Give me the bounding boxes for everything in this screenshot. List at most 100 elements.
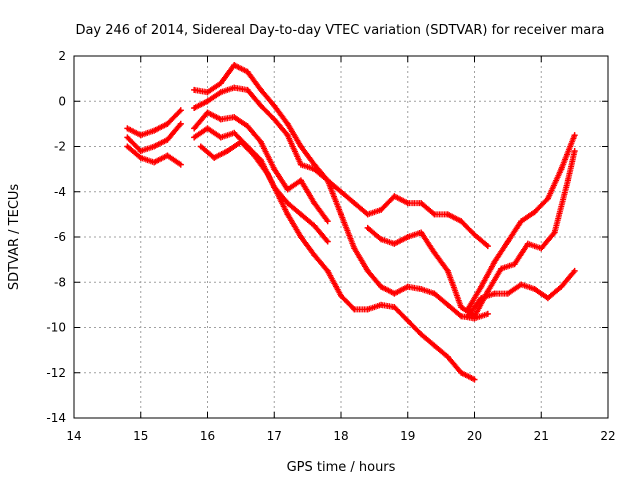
data-point xyxy=(511,261,518,268)
data-point xyxy=(404,283,411,290)
data-point xyxy=(458,369,465,376)
data-point xyxy=(558,283,565,290)
y-tick-label: -10 xyxy=(46,321,66,335)
y-tick-label: -14 xyxy=(46,411,66,425)
data-point xyxy=(338,211,344,218)
data-point xyxy=(571,132,578,139)
data-point xyxy=(444,353,451,360)
data-point xyxy=(284,186,291,193)
data-point xyxy=(504,290,511,297)
data-point xyxy=(204,98,211,105)
data-point xyxy=(458,304,465,311)
data-point xyxy=(124,134,131,141)
data-point xyxy=(378,236,385,243)
data-point xyxy=(217,89,224,96)
data-point xyxy=(471,313,478,320)
data-point xyxy=(418,229,425,236)
data-point xyxy=(471,376,478,383)
data-point xyxy=(224,148,231,155)
data-point xyxy=(418,286,425,293)
data-point xyxy=(204,109,211,116)
data-point xyxy=(478,295,485,302)
data-point xyxy=(498,265,505,272)
data-point xyxy=(297,234,304,240)
axis-ticks: 14 15 16 17 18 19 20 21 22 -14 -12 -10 -8 -6 -4 -2 0 2 xyxy=(46,49,615,443)
data-point xyxy=(558,166,565,173)
data-point xyxy=(311,166,318,173)
data-point xyxy=(257,86,264,93)
data-point xyxy=(491,290,498,297)
x-tick-label: 22 xyxy=(600,429,615,443)
x-tick-label: 16 xyxy=(200,429,215,443)
data-point xyxy=(551,229,558,236)
data-series-group xyxy=(124,62,578,383)
x-tick-label: 18 xyxy=(333,429,348,443)
data-point xyxy=(418,200,425,207)
y-tick-label: 2 xyxy=(58,49,66,63)
data-point xyxy=(177,120,184,127)
data-point xyxy=(231,62,238,69)
y-tick-label: -2 xyxy=(54,140,66,154)
data-point xyxy=(297,211,304,218)
data-point xyxy=(364,306,371,313)
data-point xyxy=(311,222,318,229)
grid-lines xyxy=(74,56,608,418)
data-point xyxy=(338,188,344,195)
data-point xyxy=(217,134,224,141)
x-tick-label: 21 xyxy=(534,429,549,443)
data-point xyxy=(324,238,331,245)
y-tick-label: -8 xyxy=(54,275,66,289)
x-tick-label: 20 xyxy=(467,429,482,443)
data-point xyxy=(177,107,184,114)
data-point xyxy=(137,132,144,139)
data-point xyxy=(217,116,224,123)
data-point xyxy=(271,116,278,123)
data-point xyxy=(364,211,371,218)
data-point xyxy=(191,125,198,132)
x-tick-label: 19 xyxy=(400,429,415,443)
data-point xyxy=(164,136,171,143)
y-tick-label: 0 xyxy=(58,94,66,108)
data-point xyxy=(444,267,451,274)
data-point xyxy=(351,306,358,313)
data-point xyxy=(518,281,525,288)
data-point xyxy=(391,290,398,297)
data-point xyxy=(391,304,398,311)
data-point xyxy=(378,206,385,213)
data-point xyxy=(458,313,465,320)
data-point xyxy=(531,209,538,216)
data-point xyxy=(217,80,224,87)
data-point xyxy=(324,218,331,225)
data-point xyxy=(484,310,491,317)
data-point xyxy=(418,331,425,338)
data-series-arc-1 xyxy=(124,107,184,139)
data-series-arc-3 xyxy=(124,143,184,168)
chart-title: Day 246 of 2014, Sidereal Day-to-day VTE… xyxy=(75,23,604,38)
data-point xyxy=(564,177,571,184)
data-point xyxy=(164,120,171,127)
x-tick-label: 15 xyxy=(133,429,148,443)
data-point xyxy=(284,120,291,127)
data-point xyxy=(404,200,411,207)
data-point xyxy=(444,211,451,218)
data-point xyxy=(524,240,531,247)
x-axis-label: GPS time / hours xyxy=(287,460,396,475)
x-tick-label: 17 xyxy=(267,429,282,443)
data-point xyxy=(351,200,358,207)
data-point xyxy=(404,234,411,240)
data-series-arc-9 xyxy=(364,148,578,320)
data-point xyxy=(324,267,331,274)
data-point xyxy=(431,211,438,218)
data-point xyxy=(197,143,204,150)
data-point xyxy=(231,84,238,91)
data-point xyxy=(364,267,371,274)
data-point xyxy=(137,154,144,161)
data-point xyxy=(177,161,184,168)
data-point xyxy=(251,152,258,159)
data-point xyxy=(271,166,278,173)
data-point xyxy=(458,218,465,225)
data-point xyxy=(518,218,525,225)
data-point xyxy=(571,148,578,155)
data-point xyxy=(491,258,498,265)
y-axis-label: SDTVAR / TECUs xyxy=(7,184,22,291)
